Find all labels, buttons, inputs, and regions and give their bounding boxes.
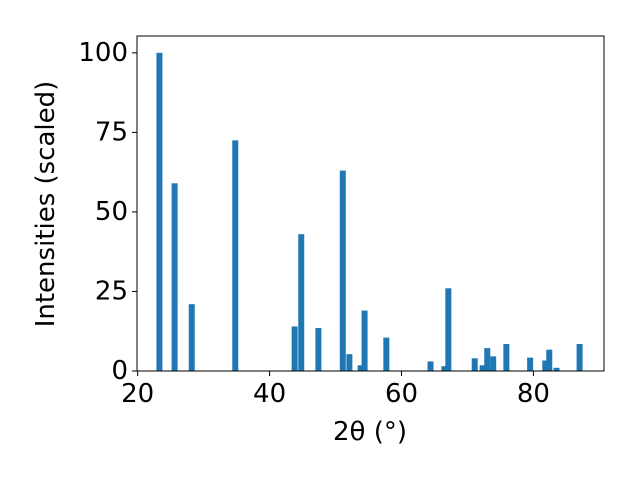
y-tick-label: 50 (95, 197, 128, 227)
bar (490, 356, 497, 371)
bar (346, 354, 353, 371)
y-tick-label: 25 (95, 276, 128, 306)
bar (553, 367, 560, 371)
bar (383, 337, 390, 371)
y-axis-label: Intensities (scaled) (31, 81, 61, 328)
bar (546, 349, 553, 371)
bar (315, 328, 322, 371)
bar (576, 343, 583, 371)
bar (542, 360, 549, 371)
bar (441, 366, 448, 371)
bar (232, 140, 239, 371)
y-tick-label: 75 (95, 117, 128, 147)
bar (503, 343, 510, 371)
x-axis-label: 2θ (°) (333, 417, 407, 447)
bar (427, 361, 434, 371)
bar (479, 365, 486, 371)
x-tick-label: 80 (517, 379, 550, 409)
x-tick-label: 40 (253, 379, 286, 409)
bar (445, 288, 452, 371)
bar (339, 170, 346, 371)
bar (291, 326, 298, 371)
plot-frame (136, 35, 605, 372)
bar (484, 348, 491, 371)
bar (527, 357, 534, 371)
y-tick-label: 100 (78, 38, 128, 68)
x-tick-label: 20 (121, 379, 154, 409)
bar (471, 358, 478, 371)
bar (298, 234, 305, 371)
bar (361, 310, 368, 371)
bar (171, 183, 178, 371)
bar (357, 365, 364, 371)
x-tick-label: 60 (385, 379, 418, 409)
y-tick-label: 0 (111, 356, 128, 386)
bar (156, 52, 163, 371)
bar (188, 304, 195, 371)
